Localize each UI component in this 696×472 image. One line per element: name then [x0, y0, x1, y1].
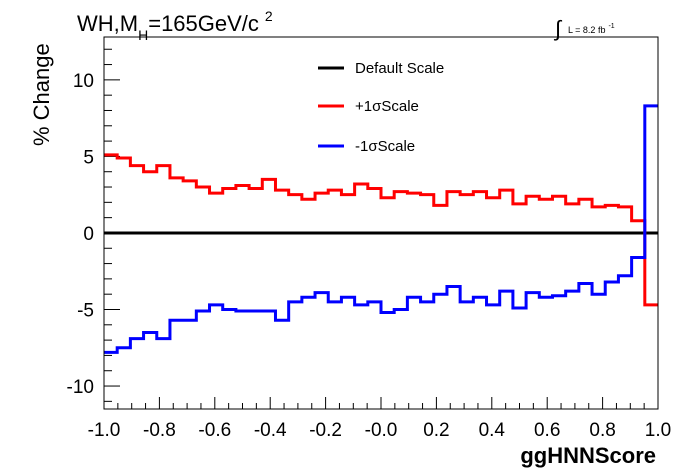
legend: Default Scale +1σScale -1σScale	[318, 60, 444, 155]
series-layer	[104, 104, 658, 354]
y-axis-label: % Change	[29, 43, 54, 146]
series-plus1sigma-scale	[104, 153, 658, 307]
x-axis-ticks: -1.0 -0.8 -0.6 -0.4 -0.2 -0.0 0.2 0.4 0.6 0.8 1.0	[88, 397, 671, 441]
series-minus1sigma-scale	[104, 104, 658, 354]
y-tick-label: -10	[67, 377, 94, 398]
x-axis-label: ggHNNScore	[520, 443, 656, 468]
y-axis-ticks: -10 -5 0 5 10	[67, 48, 120, 402]
chart-title: WH,MH=165GeV/c 2	[77, 8, 273, 43]
y-tick-label: 0	[83, 224, 94, 245]
x-tick-label: 1.0	[645, 420, 671, 441]
x-tick-label: -0.2	[309, 420, 342, 441]
x-tick-label: 0.8	[589, 420, 615, 441]
legend-label-plus1sigma: +1σScale	[355, 98, 419, 115]
lumi-integral-sign: ∫	[553, 16, 563, 41]
x-tick-label: -1.0	[88, 420, 121, 441]
lumi-label: L = 8.2 fb -1	[568, 23, 615, 35]
x-tick-label: 0.2	[423, 420, 449, 441]
y-tick-label: 5	[83, 147, 94, 168]
legend-label-minus1sigma: -1σScale	[355, 138, 415, 155]
x-tick-label: -0.0	[365, 420, 398, 441]
x-tick-label: -0.8	[143, 420, 176, 441]
x-tick-label: 0.6	[534, 420, 560, 441]
x-tick-label: 0.4	[479, 420, 506, 441]
x-tick-label: -0.6	[198, 420, 231, 441]
x-tick-label: -0.4	[254, 420, 287, 441]
plot-frame	[103, 36, 659, 410]
legend-label-default: Default Scale	[355, 60, 444, 77]
y-tick-label: -5	[77, 300, 94, 321]
y-tick-label: 10	[73, 71, 94, 92]
